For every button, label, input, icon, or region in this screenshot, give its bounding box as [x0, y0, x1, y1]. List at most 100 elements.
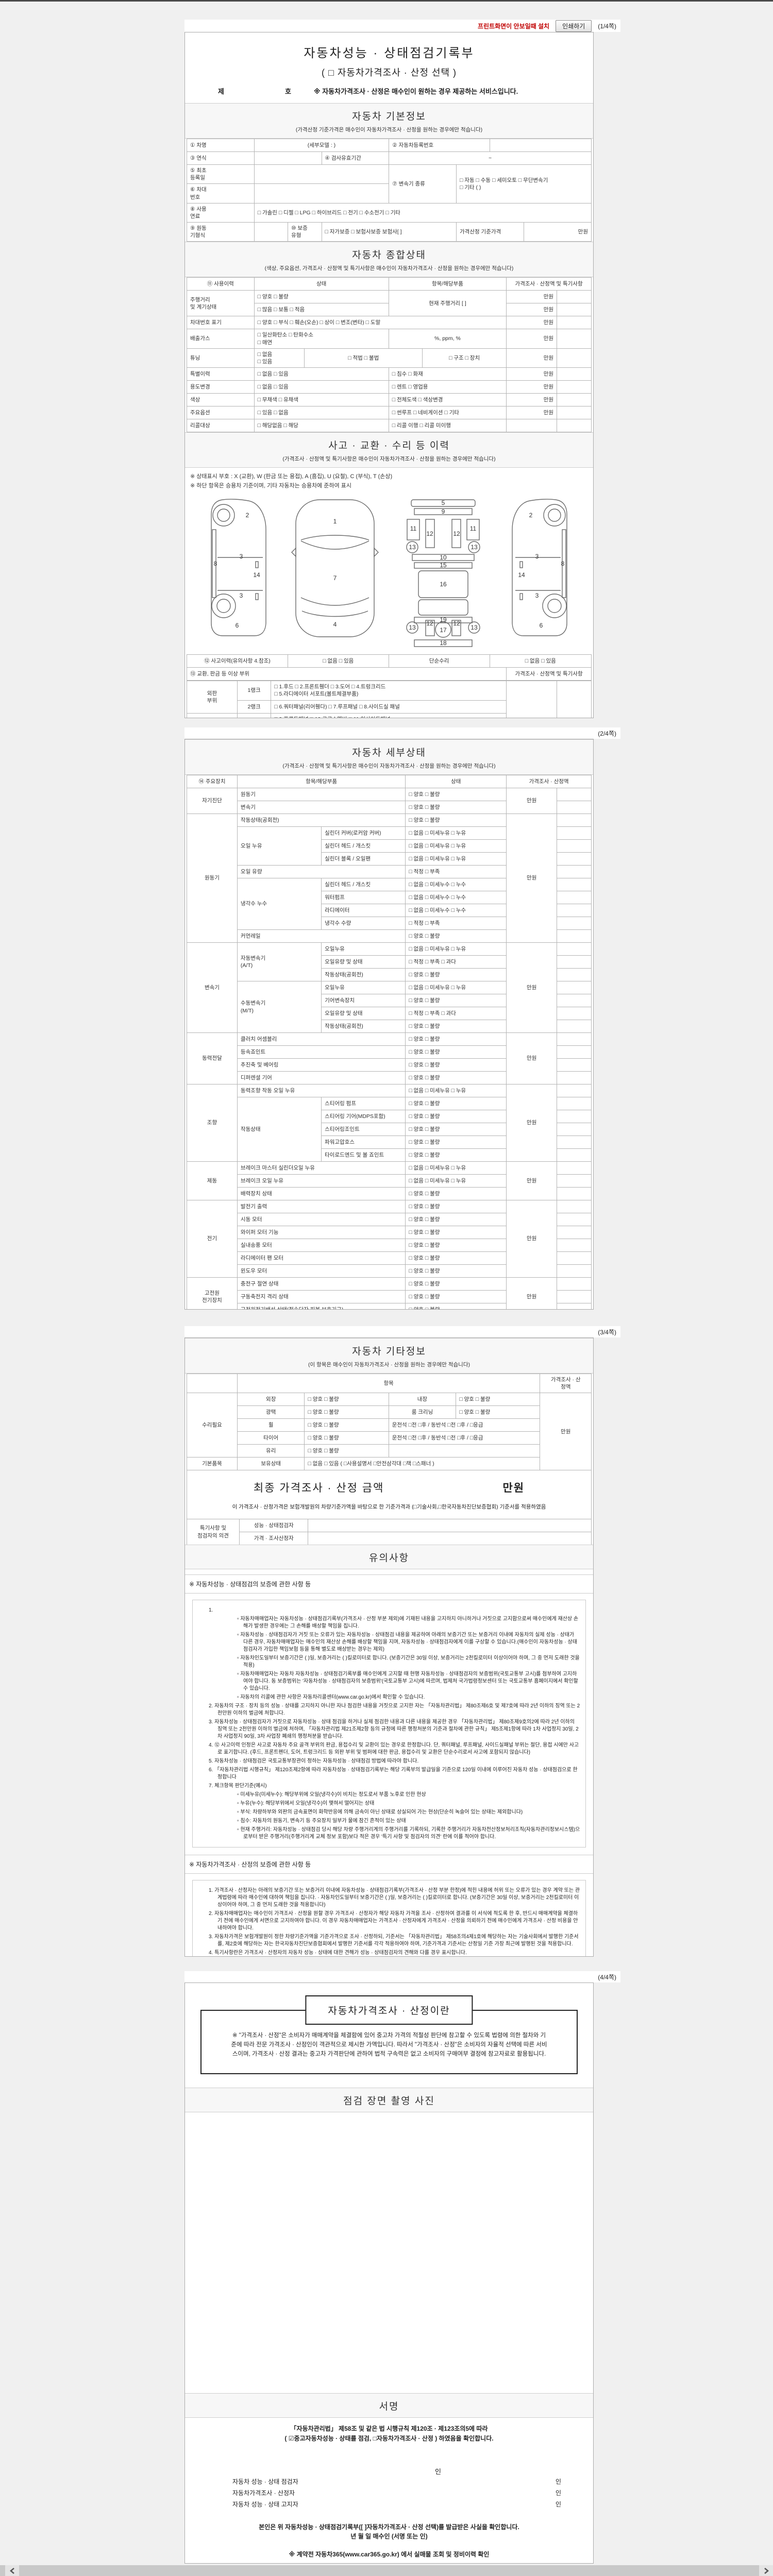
section-title: 자동차 종합상태 [352, 250, 426, 261]
form-cell: 색상 [187, 393, 255, 407]
section-note: (가격조사 · 산정액 및 특기사항은 매수인이 자동차가격조사 · 산정을 원… [282, 763, 496, 769]
form-cell: □ 없음 □ 있음 [489, 654, 592, 668]
form-cell [254, 222, 289, 242]
diagram-part-number: 3 [240, 553, 243, 560]
diagram-part-number: 17 [440, 626, 447, 634]
car-top-view: 1 7 4 [291, 499, 379, 637]
scroll-right-button[interactable] [759, 2565, 773, 2576]
form-cell [557, 994, 592, 1007]
form-cell: □ 양호 □ 불량 [456, 1393, 541, 1406]
form-cell: 용도변경 [187, 380, 255, 394]
date-buyer-line: 년 월 일 매수인 (서명 또는 인) [350, 2533, 428, 2540]
form-cell: □ 가솔린 □ 디젤 □ LPG □ 하이브리드 □ 전기 □ 수소전기 □ 기… [254, 202, 592, 223]
form-cell: □ 없음 □ 미세누유 □ 누유 [405, 1174, 507, 1188]
signer-row-appraiser: 자동차가격조사 · 산정자 인 [232, 2487, 561, 2499]
page-strip-3: (3/4쪽) [184, 1326, 620, 1337]
print-install-link[interactable]: 프린트화면이 안보일때 설치 [477, 22, 550, 30]
form-cell: 만원 [523, 222, 592, 242]
form-cell [557, 814, 592, 827]
form-cell: □ 양호 □ 불량 [254, 290, 389, 304]
form-cell: □ 해당없음 □ 해당 [254, 419, 389, 433]
diagram-part-number: 12 [453, 530, 460, 537]
form-cell: □ 양호 □ 불량 [405, 1251, 507, 1265]
notice-line: ▫ 자동차의 리콜에 관한 사항은 자동차리콜센터(www.car.go.kr)… [237, 1694, 425, 1701]
form-cell: 전기 [187, 1200, 238, 1278]
section-title: 자동차 세부상태 [352, 748, 426, 758]
notice-line: ▫ 누유(누수): 해당부위에서 오일(냉각수)이 맺혀서 떨어지는 상태 [237, 1801, 375, 1807]
page-indicator-3: (3/4쪽) [598, 1328, 616, 1336]
form-cell: 만원 [506, 1277, 558, 1309]
form-cell: □ 양호 □ 불량 [405, 1097, 507, 1110]
form-cell: 기본품목 [187, 1457, 238, 1471]
form-cell: □ 없음 □ 미세누유 □ 누유 [405, 981, 507, 994]
form-cell: □ 양호 □ 불량 [405, 994, 507, 1007]
form-cell: □ 구조 □ 장치 [422, 348, 507, 368]
signer-row-notifier: 자동차 성능 · 상태 고지자 인 [232, 2499, 561, 2510]
form-cell: □ 양호 □ 불량 [405, 968, 507, 981]
form-cell: 고전원전기배선 상태(접속단자,피복,보호기구) [237, 1303, 406, 1309]
form-cell [557, 393, 592, 407]
legend-symbols: ※ 상태표시 부호 : X (교환), W (판금 또는 용접), A (흠집)… [190, 473, 393, 480]
form-cell [557, 681, 592, 718]
form-cell [557, 1058, 592, 1072]
diagram-part-number: 11 [470, 525, 477, 532]
notice-line: 7. 체크항목 판단기준(예시) [209, 1783, 267, 1789]
chevron-right-icon [764, 2567, 769, 2574]
doc-no-note: ※ 자동차가격조사 · 산정은 매수인이 원하는 경우 제공하는 서비스입니다. [313, 88, 518, 95]
browser-top-edge [0, 0, 773, 2]
form-cell: 주행거리 및 계기상태 [187, 290, 255, 317]
diagram-part-number: 18 [440, 639, 447, 647]
car-side-right-view: 2 8 3 14 3 6 [512, 499, 567, 636]
form-cell: 만원 [506, 303, 558, 317]
document-number-line: 제 호 ※ 자동차가격조사 · 산정은 매수인이 원하는 경우 제공하는 서비스… [185, 81, 593, 103]
form-cell [557, 419, 592, 433]
inspector-remarks-table: 특기사항 및 점검자의 의견 성능 · 상태점검자 가격 · 조사산정자 [185, 1519, 593, 1546]
form-cell: □ 양호 □ 불량 [405, 1071, 507, 1084]
form-cell [557, 1136, 592, 1149]
form-cell: □ 양호 □ 불량 [405, 1226, 507, 1239]
form-cell: 스티어링조인트 [321, 1123, 406, 1136]
print-button[interactable]: 인쇄하기 [556, 20, 592, 32]
notice-line: 4. ⑫ 사고이력 인정은 사고로 자동차 주요 골격 부위의 판금, 용접수리… [209, 1742, 579, 1756]
other-info-table: 항목 가격조사 · 산 정액 수리필요 외장 □ 양호 □ 불량 내장 □ 양호 □ 불량 만… [185, 1373, 593, 1471]
scroll-left-button[interactable] [5, 2565, 19, 2576]
form-cell: □ 양호 □ 불량 [405, 929, 507, 943]
form-cell: 커먼레일 [237, 929, 406, 943]
diagram-part-number: 13 [409, 624, 416, 631]
form-cell: 오일 유량 [237, 865, 406, 878]
notice-line: ▫ 자동차성능 · 상태점검자가 거짓 또는 오류가 있는 자동차성능 · 상태… [237, 1632, 577, 1653]
form-cell: 변속기 [187, 942, 238, 1033]
form-cell: □ 없음 □ 미세누수 □ 누수 [405, 904, 507, 917]
section-header-photos: 점검 장면 촬영 사진 [185, 2088, 593, 2113]
form-cell: 외판 부위 [187, 681, 238, 714]
form-cell: 배출가스 [187, 329, 255, 349]
form-cell: 변속기 [237, 801, 406, 814]
form-cell: 룸 크리닝 [388, 1405, 457, 1419]
diagram-part-number: 16 [440, 581, 447, 588]
form-cell: □ 없음 □ 미세누수 □ 누수 [405, 878, 507, 891]
section-title: 자동차 기본정보 [352, 111, 426, 122]
horizontal-scrollbar[interactable] [0, 2565, 773, 2576]
form-cell: 작동상태(공회전) [321, 1020, 406, 1033]
form-cell: □ 양호 □ 불량 [304, 1405, 389, 1419]
signature-law-line-2: ( ☑중고자동차성능 · 상태를 점검, □자동차가격조사 · 산정 ) 하였음… [284, 2435, 494, 2443]
form-cell: □ 있음 □ 없음 [254, 406, 389, 420]
form-cell [557, 1290, 592, 1303]
form-cell [557, 303, 592, 317]
form-cell: 오일누유 [321, 981, 406, 994]
form-cell [557, 380, 592, 394]
column-header: 항목/해당부품 [237, 775, 406, 788]
form-cell: 디퍼렌셜 기어 [237, 1071, 406, 1084]
form-cell: 실린더 블록 / 오일팬 [321, 852, 406, 866]
form-cell [557, 1007, 592, 1020]
form-cell [557, 1174, 592, 1188]
form-cell [506, 419, 558, 433]
form-cell: 자기진단 [187, 788, 238, 814]
form-cell [557, 865, 592, 878]
form-cell: ~ [389, 151, 592, 165]
form-cell: ⑨ 원동 기형식 [187, 222, 255, 242]
form-cell: A랭크 [237, 713, 272, 718]
form-cell: 특기사항 및 점검자의 의견 [186, 1519, 240, 1546]
form-cell: ③ 연식 [187, 151, 255, 165]
form-cell: ⑧ 사용 연료 [187, 202, 255, 223]
